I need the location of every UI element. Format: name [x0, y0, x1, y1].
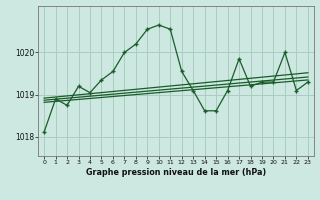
X-axis label: Graphe pression niveau de la mer (hPa): Graphe pression niveau de la mer (hPa) — [86, 168, 266, 177]
